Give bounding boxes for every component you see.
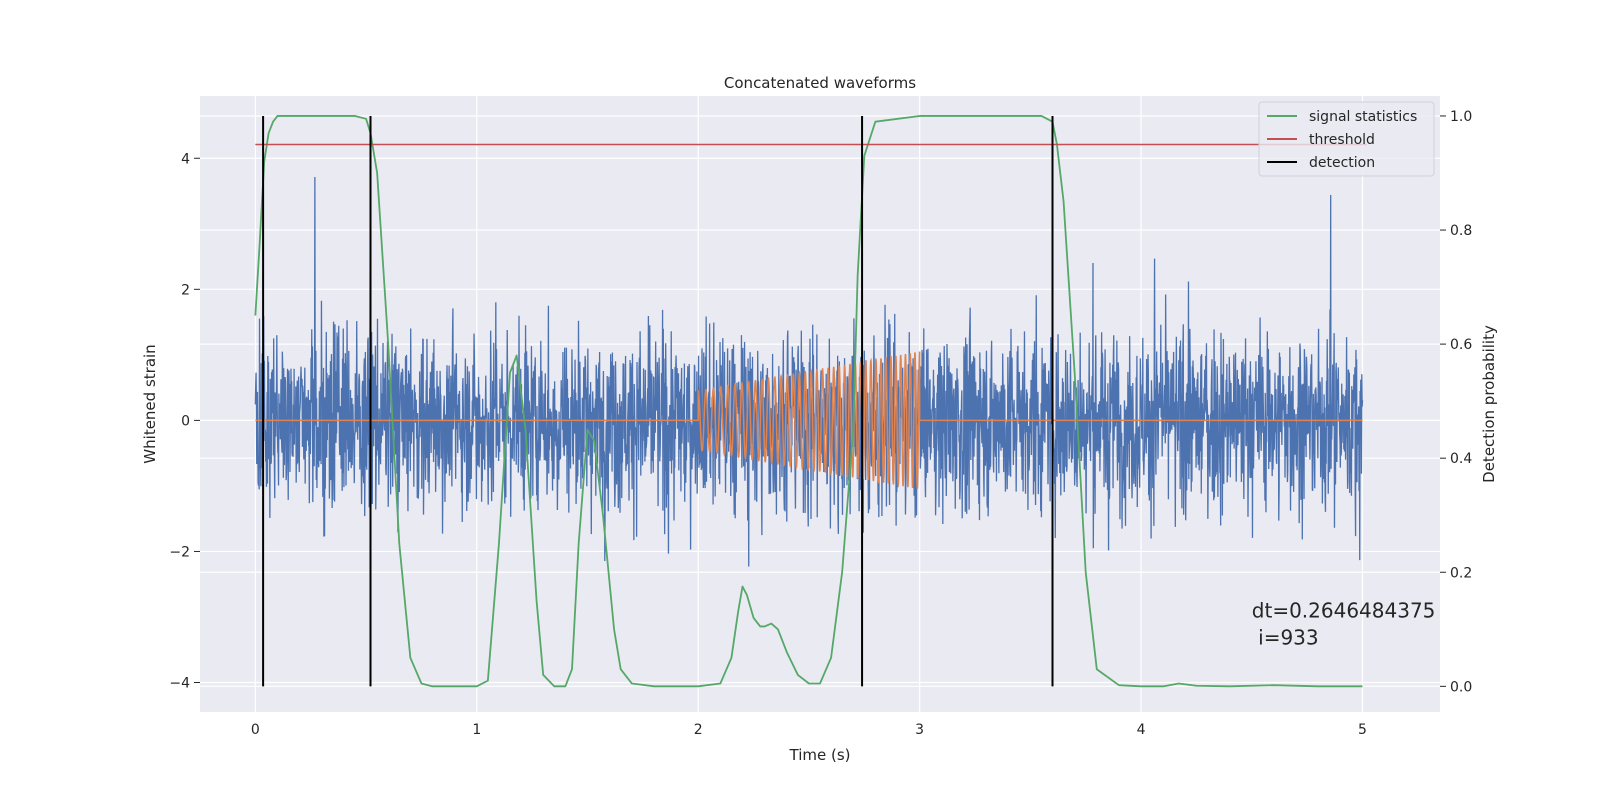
y-axis-label: Whitened strain [141, 344, 159, 463]
x-tick-label: 1 [472, 722, 481, 738]
y2-tick-label: 0.8 [1450, 223, 1472, 239]
x-axis-label: Time (s) [789, 746, 851, 764]
legend-box [1258, 101, 1435, 177]
legend-label-signal-statistics: signal statistics [1309, 109, 1417, 125]
x-axis-ticks: 0 1 2 3 4 5 [251, 722, 1367, 738]
y2-axis-ticks: 0.0 0.2 0.4 0.6 0.8 1.0 [1440, 109, 1472, 695]
legend: signal statistics threshold detection [1258, 101, 1435, 177]
y-tick-label: 2 [181, 282, 190, 298]
x-tick-label: 2 [694, 722, 703, 738]
y2-tick-label: 0.0 [1450, 679, 1472, 695]
annotation: dt=0.2646484375 i=933 [1252, 598, 1436, 649]
x-tick-label: 5 [1358, 722, 1367, 738]
annotation-line-i: i=933 [1252, 625, 1319, 649]
y-tick-label: 0 [181, 413, 190, 429]
annotation-line-dt: dt=0.2646484375 [1252, 598, 1436, 622]
x-tick-label: 4 [1137, 722, 1146, 738]
legend-label-threshold: threshold [1309, 132, 1375, 148]
y2-axis-label: Detection probability [1480, 325, 1498, 483]
chart-title: Concatenated waveforms [724, 74, 916, 92]
legend-label-detection: detection [1309, 155, 1375, 171]
x-tick-label: 3 [915, 722, 924, 738]
y2-tick-label: 0.6 [1450, 337, 1472, 353]
injection-series [255, 351, 1363, 489]
y2-tick-label: 1.0 [1450, 109, 1472, 125]
plot-area [254, 115, 1367, 688]
y-tick-label: −4 [169, 676, 190, 692]
y2-tick-label: 0.2 [1450, 565, 1472, 581]
x-tick-label: 0 [251, 722, 260, 738]
y-tick-label: 4 [181, 151, 190, 167]
y2-tick-label: 0.4 [1450, 451, 1472, 467]
y-axis-ticks: −4 −2 0 2 4 [169, 151, 200, 692]
y-tick-label: −2 [169, 544, 190, 560]
